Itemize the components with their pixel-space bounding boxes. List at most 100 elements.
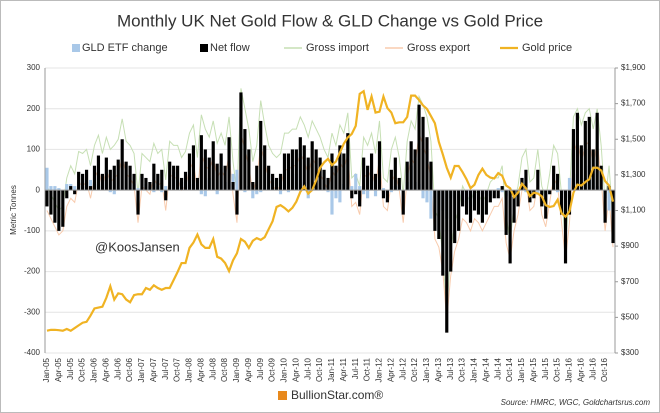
x-tick-label: Jan-12 <box>375 357 384 382</box>
y-axis-label: Metric Tonnes <box>9 185 18 235</box>
x-tick-label: Oct-16 <box>600 357 609 382</box>
bar <box>223 165 227 191</box>
y-tick-label: -400 <box>24 348 41 357</box>
bar <box>334 165 338 191</box>
bar <box>278 190 283 195</box>
y-tick-label: -300 <box>24 307 41 316</box>
bar <box>480 190 484 223</box>
x-tick-label: Apr-08 <box>196 357 205 382</box>
bar <box>239 92 243 191</box>
bar <box>536 169 540 191</box>
x-tick-label: Jan-05 <box>42 357 51 382</box>
bar <box>536 190 540 195</box>
bar <box>81 173 85 191</box>
bar <box>552 165 556 191</box>
bar <box>148 182 152 191</box>
x-tick-label: Jan-07 <box>137 357 146 382</box>
bar <box>215 163 219 191</box>
bar <box>492 190 496 199</box>
bar <box>437 190 441 239</box>
x-tick-label: Oct-13 <box>458 357 467 382</box>
bar <box>350 190 354 199</box>
bar <box>243 129 247 191</box>
bar <box>393 157 397 191</box>
y2-tick-label: $1,300 <box>621 170 646 179</box>
bar <box>579 145 583 191</box>
y2-tick-label: $300 <box>621 348 639 357</box>
bar <box>567 190 572 215</box>
bar <box>77 171 81 191</box>
bar <box>567 177 572 191</box>
bar <box>156 173 160 191</box>
bar <box>215 190 219 195</box>
x-tick-label: Apr-05 <box>54 357 63 382</box>
y-tick-label: 200 <box>27 104 41 113</box>
legend-swatch <box>72 44 80 52</box>
x-tick-label: Jul-06 <box>113 357 122 379</box>
legend-label: Gross export <box>407 42 470 54</box>
bar <box>381 190 386 199</box>
bar <box>100 173 104 191</box>
bar <box>49 190 53 215</box>
bar <box>286 190 291 193</box>
bar <box>278 173 283 191</box>
bar <box>441 190 445 276</box>
bar <box>168 161 172 191</box>
bar <box>286 153 291 191</box>
bar <box>259 190 263 193</box>
bar <box>116 159 120 191</box>
bar <box>160 190 164 193</box>
bar <box>508 190 512 264</box>
bar <box>425 137 429 191</box>
bar <box>373 173 378 191</box>
bar <box>397 177 401 191</box>
bar <box>342 153 346 191</box>
bar <box>96 155 101 191</box>
bar <box>45 167 49 191</box>
bar <box>599 165 603 191</box>
bar <box>73 186 77 191</box>
bar <box>354 190 358 195</box>
logo-icon <box>278 391 287 400</box>
bar <box>183 171 188 191</box>
bar <box>49 186 53 191</box>
bar <box>346 133 350 191</box>
bar <box>88 186 93 191</box>
x-tick-label: Jul-15 <box>541 357 550 379</box>
x-tick-label: Jul-07 <box>161 357 170 379</box>
bar <box>603 190 607 223</box>
x-tick-label: Jan-16 <box>565 357 574 382</box>
bar <box>433 190 437 231</box>
bar <box>377 141 382 191</box>
x-tick-label: Jan-11 <box>327 357 336 381</box>
y2-tick-label: $1,700 <box>621 99 646 108</box>
bar <box>362 190 366 195</box>
x-tick-label: Oct-10 <box>315 357 324 382</box>
bar <box>512 190 516 223</box>
legend-label: Gross import <box>306 42 369 54</box>
bar <box>504 190 508 235</box>
bar <box>104 157 108 191</box>
bar <box>136 188 140 191</box>
bar <box>334 190 338 199</box>
bar <box>322 169 326 191</box>
x-tick-label: Oct-05 <box>78 357 87 382</box>
bar <box>187 153 192 191</box>
bar <box>405 161 409 191</box>
bar <box>449 190 453 272</box>
bar <box>461 190 465 207</box>
bar <box>338 145 342 191</box>
x-tick-label: Oct-12 <box>410 357 419 382</box>
x-tick-label: Oct-15 <box>553 357 562 382</box>
x-tick-label: Apr-07 <box>149 357 158 382</box>
bar <box>373 190 378 197</box>
x-tick-label: Jul-14 <box>493 357 502 379</box>
bar <box>358 186 362 191</box>
bar <box>464 190 469 215</box>
y2-tick-label: $1,900 <box>621 63 646 72</box>
bar <box>524 190 528 193</box>
bar <box>124 161 128 191</box>
x-tick-label: Jan-08 <box>185 357 194 382</box>
bar <box>611 190 615 244</box>
bar <box>231 182 235 191</box>
